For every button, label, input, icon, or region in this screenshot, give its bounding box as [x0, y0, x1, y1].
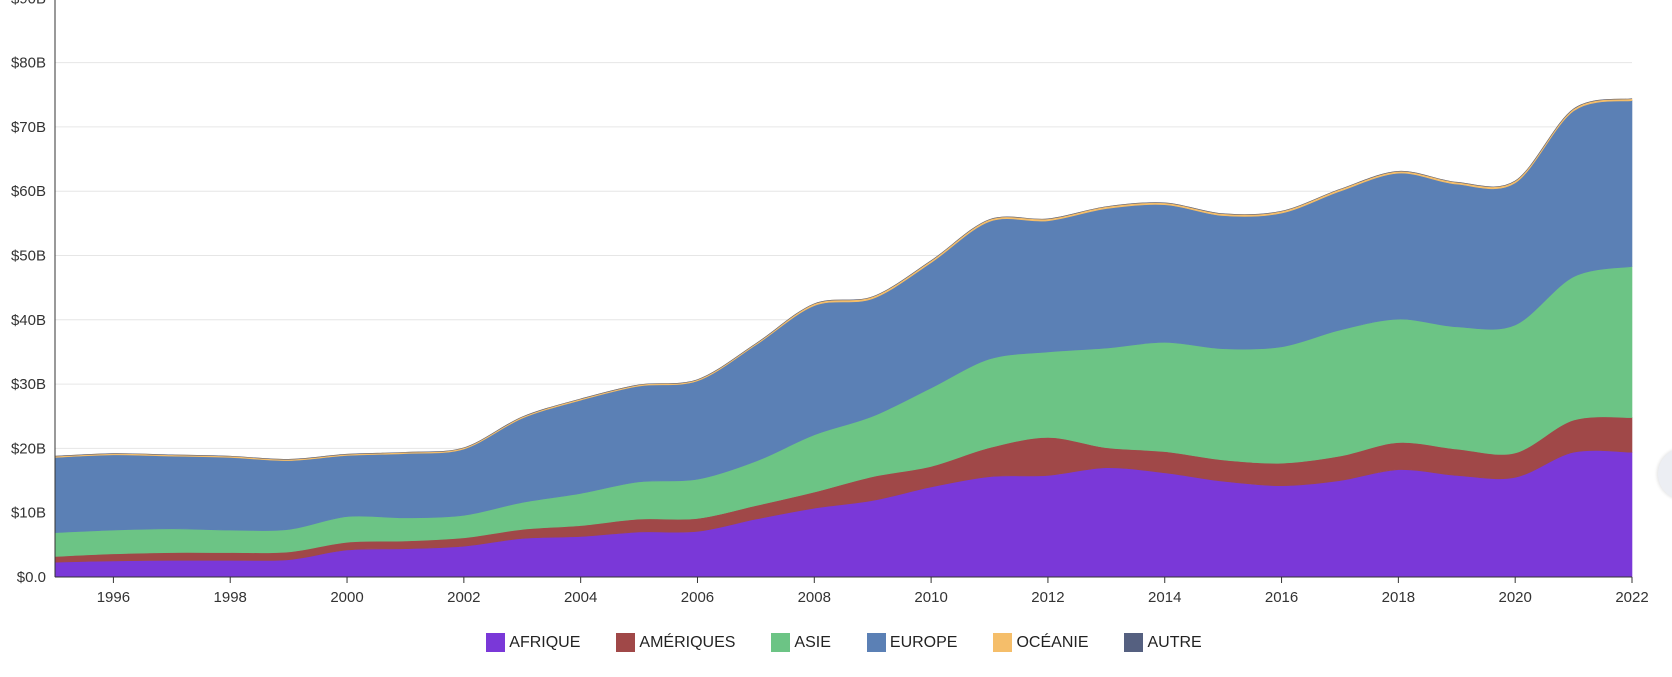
legend-item[interactable]: AUTRE	[1108, 633, 1202, 652]
x-tick-label: 2002	[447, 589, 480, 606]
y-tick-label: $80B	[11, 55, 46, 72]
x-tick-label: 2012	[1031, 589, 1064, 606]
legend-swatch	[486, 633, 506, 652]
y-tick-label: $50B	[11, 248, 46, 265]
x-tick-label: 2020	[1498, 589, 1531, 606]
y-tick-label: $70B	[11, 119, 46, 136]
x-tick-label: 2010	[914, 589, 947, 606]
y-tick-label: $90B	[11, 0, 46, 7]
x-tick-label: 2006	[681, 589, 714, 606]
legend: AFRIQUE AMÉRIQUES ASIE EUROPE OCÉANIE AUTRE	[0, 633, 1672, 652]
legend-swatch	[771, 633, 791, 652]
axes	[54, 0, 1632, 578]
area-series	[54, 98, 1633, 578]
x-tick-label: 1998	[214, 589, 247, 606]
area-series-autre[interactable]	[54, 98, 1633, 460]
legend-swatch	[616, 633, 636, 652]
legend-item[interactable]: ASIE	[755, 633, 831, 652]
y-tick-label: $0.0	[17, 569, 46, 586]
x-tick-label: 2008	[798, 589, 831, 606]
x-tick-label: 2022	[1615, 589, 1648, 606]
legend-swatch	[866, 633, 886, 652]
y-tick-label: $20B	[11, 440, 46, 457]
x-tick-label: 2000	[330, 589, 363, 606]
legend-swatch	[1124, 633, 1144, 652]
side-panel-handle[interactable]	[1658, 448, 1672, 500]
legend-label: AMÉRIQUES	[639, 633, 736, 651]
x-tick-label: 2018	[1382, 589, 1415, 606]
x-tick-label: 2004	[564, 589, 597, 606]
legend-item[interactable]: AMÉRIQUES	[600, 633, 735, 652]
y-tick-label: $40B	[11, 312, 46, 329]
y-tick-label: $60B	[11, 183, 46, 200]
legend-item[interactable]: AFRIQUE	[470, 633, 580, 652]
legend-item[interactable]: OCÉANIE	[977, 633, 1088, 652]
legend-label: AUTRE	[1147, 633, 1202, 651]
y-tick-label: $10B	[11, 505, 46, 522]
legend-swatch	[993, 633, 1013, 652]
y-axis-ticks: $0.0 $10B $20B $30B $40B $50B $60B $70B $80B $90B	[11, 0, 46, 586]
x-tick-label: 1996	[97, 589, 130, 606]
y-tick-label: $30B	[11, 376, 46, 393]
x-tick-label: 2014	[1148, 589, 1181, 606]
x-tick-label: 2016	[1265, 589, 1298, 606]
legend-label: AFRIQUE	[509, 633, 581, 651]
x-axis-ticks: 1996 1998 2000 2002 2004 2006 2008 2010 2012 2014…	[97, 577, 1649, 606]
legend-item[interactable]: EUROPE	[851, 633, 958, 652]
legend-label: OCÉANIE	[1016, 633, 1089, 651]
legend-label: ASIE	[794, 633, 831, 651]
legend-label: EUROPE	[889, 633, 958, 651]
